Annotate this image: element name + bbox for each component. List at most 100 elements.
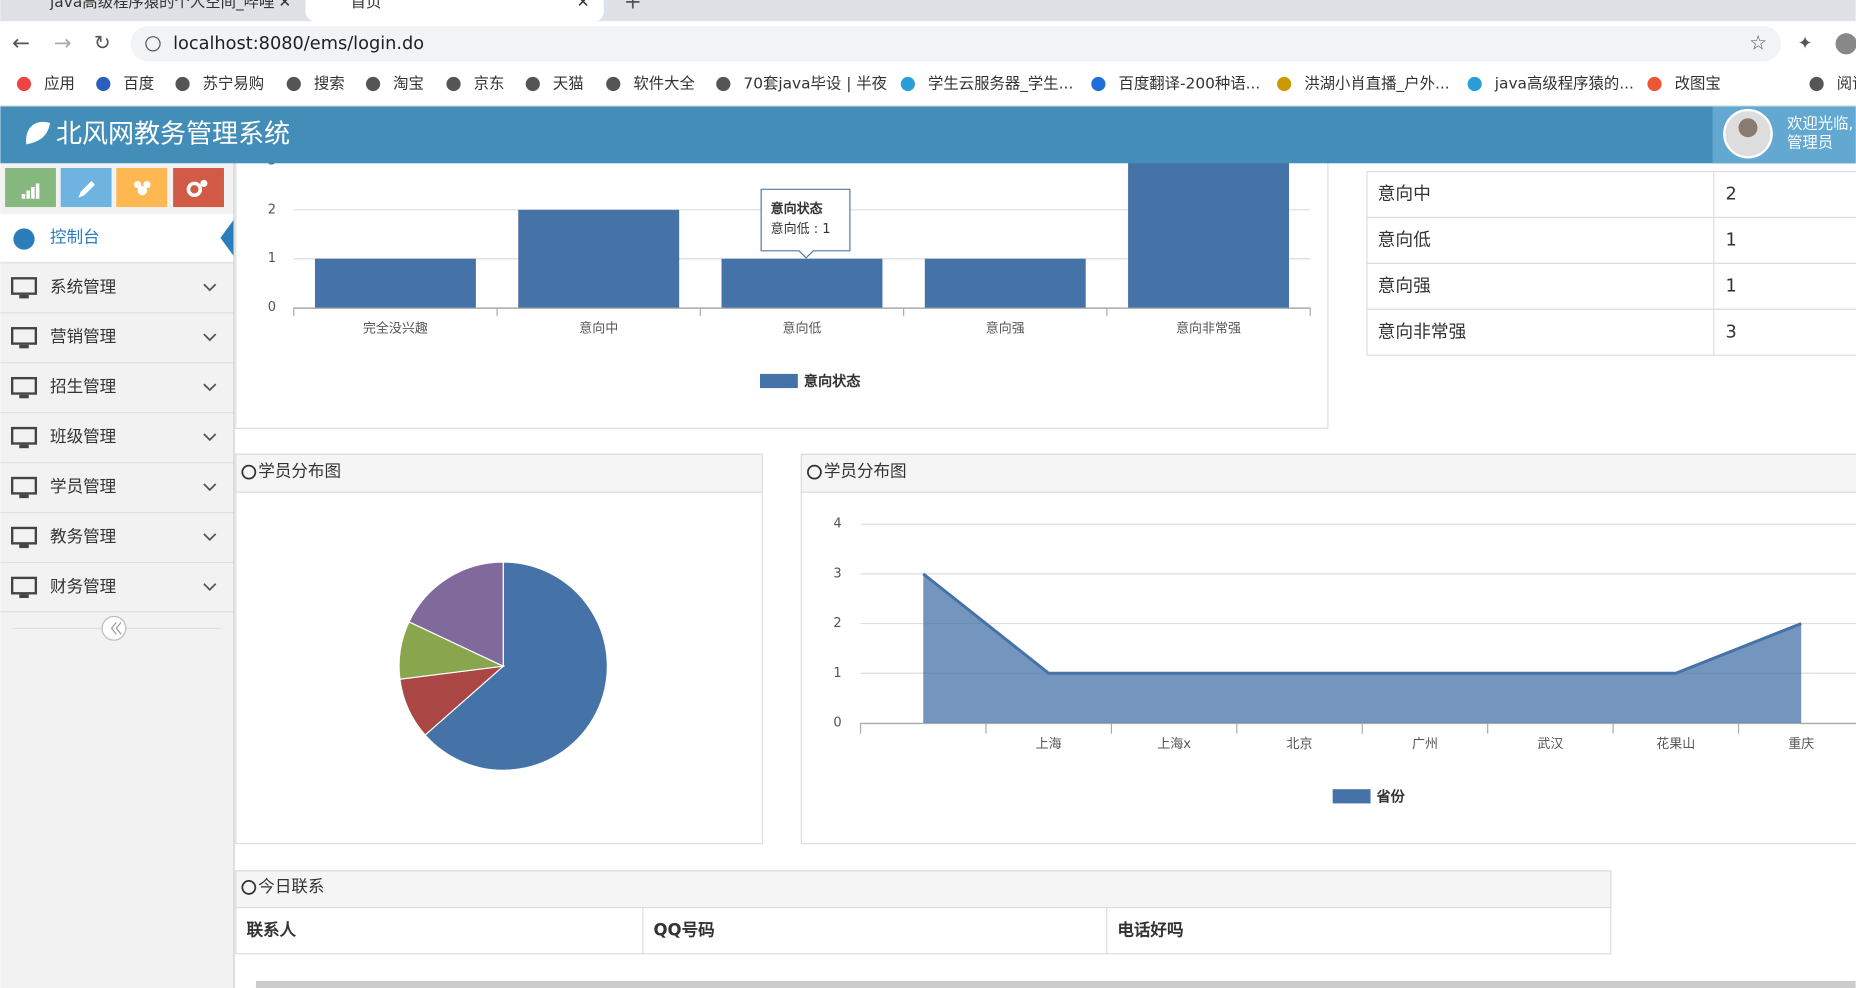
bookmark[interactable]: 淘宝 bbox=[393, 75, 424, 93]
bookmark-star[interactable]: ☆ bbox=[1749, 30, 1767, 54]
bookmark-icon bbox=[606, 76, 621, 92]
bookmark[interactable]: java高级程序猿的... bbox=[1494, 75, 1634, 93]
x-tick-label: 意向中 bbox=[579, 320, 618, 336]
y-tick-label: 4 bbox=[833, 517, 841, 532]
bar bbox=[721, 258, 883, 308]
bookmark[interactable]: 学生云服务器_学生... bbox=[928, 75, 1073, 94]
refresh-icons bbox=[241, 464, 822, 895]
y-tick-label: 0 bbox=[268, 300, 276, 315]
menu-icon bbox=[10, 426, 38, 445]
bookmark[interactable]: 改图宝 bbox=[1675, 75, 1721, 93]
bookmark[interactable]: 应用 bbox=[44, 74, 75, 93]
menu-item[interactable]: 教务管理 bbox=[50, 527, 116, 546]
x-tick-label: 花果山 bbox=[1656, 736, 1695, 752]
chevron bbox=[203, 533, 217, 542]
bookmarks-bar: 应用 百度 苏宁易购 搜索 淘宝 京东 天猫 软件大全 70套java毕设 | 半夜 学生云服务器… bbox=[16, 74, 1856, 94]
bookmark[interactable]: 洪湖小肖直播_户外... bbox=[1304, 75, 1449, 94]
menu-icon-stand bbox=[19, 594, 29, 599]
tab-title: 首页 bbox=[351, 0, 382, 11]
y-tick-label: 1 bbox=[268, 251, 276, 266]
x-tick-label: 完全没兴趣 bbox=[363, 320, 428, 336]
sidebar-bg bbox=[0, 163, 234, 988]
chevron bbox=[203, 433, 217, 442]
bookmark[interactable]: 天猫 bbox=[553, 75, 584, 93]
main-content: 学员分布图 学员分布图 今日联系 意向中 2 意向低 1 意向强 1 意向非常强 3 联系人 QQ… bbox=[235, 141, 1856, 988]
active-item bbox=[0, 214, 234, 262]
menu-item[interactable]: 学员管理 bbox=[50, 477, 116, 496]
address-bar[interactable] bbox=[130, 26, 1782, 62]
table-cell: 2 bbox=[1725, 185, 1736, 205]
menu-item[interactable]: 财务管理 bbox=[50, 577, 116, 596]
menu-icon-stand bbox=[19, 544, 29, 549]
bookmark-icon bbox=[446, 76, 461, 92]
menu-item[interactable]: 招生管理 bbox=[50, 377, 116, 396]
bookmark-icon bbox=[1647, 76, 1662, 92]
table-cell: 意向低 bbox=[1378, 229, 1431, 250]
bookmark-icon bbox=[716, 76, 731, 92]
tooltip bbox=[760, 188, 851, 259]
menu-item[interactable]: 班级管理 bbox=[50, 427, 116, 446]
panel-header bbox=[235, 870, 1612, 909]
new-tab[interactable]: + bbox=[624, 0, 642, 14]
bookmark[interactable]: 搜索 bbox=[314, 75, 345, 93]
table-header: 联系人 bbox=[246, 921, 296, 940]
legend-label: 省份 bbox=[1375, 788, 1405, 805]
profile[interactable] bbox=[1835, 33, 1856, 55]
menu-icon-stand bbox=[19, 444, 29, 449]
x-tick-label: 重庆 bbox=[1788, 736, 1814, 752]
bookmark-icon bbox=[286, 76, 301, 92]
tab-active[interactable] bbox=[305, 0, 604, 22]
reload-button[interactable]: ↻ bbox=[94, 30, 111, 54]
menu-icon bbox=[10, 576, 38, 595]
bookmark[interactable]: 阅读 bbox=[1837, 75, 1856, 93]
table-row bbox=[1366, 308, 1856, 356]
collapse-icon bbox=[110, 622, 122, 635]
forward-button[interactable]: → bbox=[54, 31, 72, 56]
bookmark[interactable]: 苏宁易购 bbox=[203, 75, 265, 93]
tab[interactable] bbox=[0, 0, 303, 22]
app-header bbox=[0, 106, 1856, 164]
chevron bbox=[203, 283, 217, 292]
user-name: 管理员 bbox=[1787, 134, 1833, 152]
panel-title: 学员分布图 bbox=[824, 462, 907, 481]
menu-icon-stand bbox=[19, 394, 29, 399]
y-tick-label: 2 bbox=[833, 616, 841, 631]
collapse-button[interactable] bbox=[101, 615, 127, 641]
back-button[interactable]: ← bbox=[12, 31, 30, 56]
bookmark-icon bbox=[1277, 76, 1292, 92]
tab-close[interactable]: ✕ bbox=[278, 0, 291, 11]
table-cell: 3 bbox=[1725, 322, 1736, 342]
bookmark[interactable]: 软件大全 bbox=[633, 75, 695, 93]
x-tick-label: 意向强 bbox=[986, 320, 1025, 336]
bookmark[interactable]: 70套java毕设 | 半夜 bbox=[743, 75, 887, 93]
menu-icon-stand bbox=[19, 344, 29, 349]
shortcut-button[interactable] bbox=[5, 168, 56, 208]
menu-icon-stand bbox=[19, 494, 29, 499]
extensions[interactable]: ✦ bbox=[1798, 34, 1813, 54]
menu-item[interactable]: 控制台 bbox=[50, 227, 100, 246]
bookmark[interactable]: 百度 bbox=[123, 75, 154, 93]
url: localhost:8080/ems/login.do bbox=[173, 34, 424, 54]
chevron bbox=[203, 483, 217, 492]
menu-icon-stand bbox=[19, 294, 29, 299]
tooltip-title: 意向状态 bbox=[771, 201, 823, 217]
table-row bbox=[1366, 170, 1856, 219]
bar bbox=[1128, 160, 1290, 308]
menu-item[interactable]: 系统管理 bbox=[50, 277, 116, 296]
legend-label: 意向状态 bbox=[804, 373, 862, 390]
x-tick-label: 意向低 bbox=[782, 320, 821, 336]
logo-leaf bbox=[26, 121, 51, 145]
panel-title: 学员分布图 bbox=[258, 462, 341, 481]
bookmark[interactable]: 京东 bbox=[474, 75, 505, 93]
menu-item[interactable]: 营销管理 bbox=[50, 327, 116, 346]
bookmark[interactable]: 百度翻译-200种语... bbox=[1119, 75, 1261, 93]
bookmark-icon bbox=[525, 76, 540, 92]
bookmark-icon bbox=[1467, 76, 1482, 92]
bookmark-icon bbox=[175, 76, 190, 92]
bookmark-icon bbox=[1091, 76, 1106, 92]
x-tick-label: 上海 bbox=[1036, 737, 1062, 752]
tab-close[interactable]: ✕ bbox=[577, 0, 590, 11]
refresh-icon bbox=[241, 880, 257, 895]
